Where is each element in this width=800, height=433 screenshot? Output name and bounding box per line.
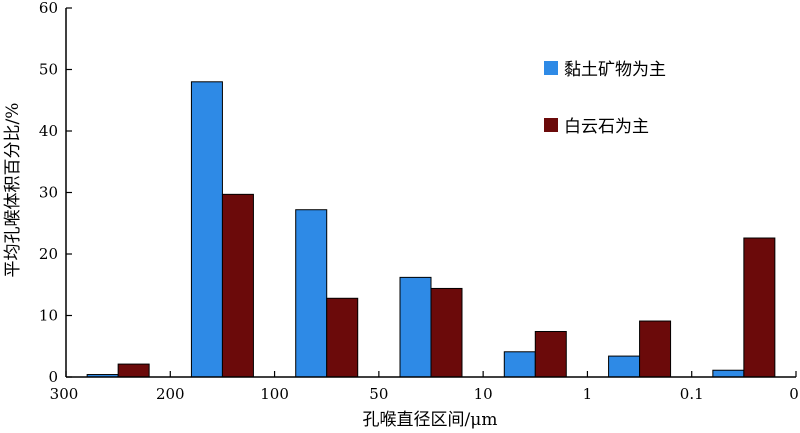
x-tick-label-1: 1 (583, 385, 593, 403)
bar-clay-50-10 (399, 276, 432, 378)
bar-dolomite-300-200 (117, 363, 150, 378)
bar-dolomite-1-0.1 (639, 320, 672, 378)
bar-clay-10-1 (503, 351, 536, 378)
y-tick-label-0: 0 (48, 368, 58, 386)
bar-dolomite-10-1 (534, 330, 567, 378)
bar-clay-1-0.1 (608, 355, 641, 378)
y-tick-label-50: 50 (39, 61, 58, 79)
bar-clay-0.1-0 (712, 369, 745, 378)
x-tick-label-0.1: 0.1 (680, 385, 704, 403)
y-tick-label-60: 60 (39, 0, 58, 17)
y-ticks: 0 10 20 30 40 50 60 (39, 0, 72, 386)
bar-dolomite-200-100 (221, 193, 254, 378)
bars-layer (86, 81, 776, 378)
x-tick-label-10: 10 (474, 385, 493, 403)
y-axis-title: 平均孔喉体积百分比/% (3, 103, 23, 278)
x-tick-label-100: 100 (260, 385, 289, 403)
y-tick-label-30: 30 (39, 184, 58, 202)
bar-dolomite-50-10 (430, 287, 463, 378)
x-tick-label-0: 0 (789, 385, 799, 403)
y-tick-label-20: 20 (39, 245, 58, 263)
legend-swatch-dolomite (544, 118, 558, 132)
bar-dolomite-0.1-0 (743, 237, 776, 378)
bar-dolomite-100-50 (326, 297, 359, 378)
y-tick-label-10: 10 (39, 307, 58, 325)
legend-label-clay: 黏土矿物为主 (564, 60, 666, 80)
x-tick-label-50: 50 (369, 385, 388, 403)
x-tick-label-300: 300 (50, 385, 79, 403)
bar-clay-100-50 (295, 209, 328, 378)
x-axis-title: 孔喉直径区间/μm (363, 410, 498, 430)
x-tick-label-200: 200 (156, 385, 185, 403)
legend-label-dolomite: 白云石为主 (564, 117, 649, 137)
x-ticks: 300 200 100 50 10 1 0.1 0 (50, 371, 799, 403)
y-tick-label-40: 40 (39, 122, 58, 140)
bar-clay-200-100 (190, 81, 223, 378)
legend: 黏土矿物为主 白云石为主 (544, 60, 666, 137)
legend-swatch-clay (544, 61, 558, 75)
